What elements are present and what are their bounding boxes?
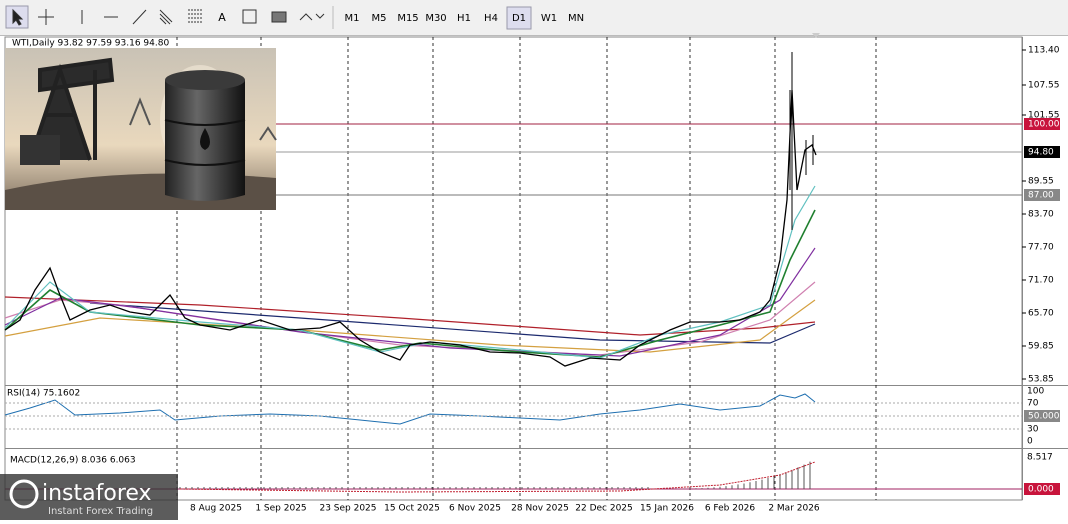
logo: instaforex Instant Forex Trading [0,474,178,520]
rsi-line [4,393,816,425]
timeframe-button[interactable]: M30 [425,13,446,24]
level-label-box [1024,189,1060,201]
timeframe-button[interactable]: M5 [372,13,387,24]
logo-name: instaforex [42,481,152,506]
timeframe-button[interactable]: M15 [397,13,418,24]
shape-button[interactable] [271,11,287,23]
price-label: 71.70 [1028,276,1054,286]
date-label: 8 Aug 2025 [190,504,242,514]
label-button[interactable] [242,9,257,24]
moving-averages [4,185,816,359]
macd-level-box [1024,483,1060,495]
price-label: 59.85 [1028,342,1054,352]
chart-header: WTI,Daily 93.82 97.59 93.16 94.80 [12,39,169,49]
price-label: 89.55 [1028,177,1054,187]
rsi-level: 30 [1027,425,1039,435]
arrow-button[interactable] [299,13,325,21]
logo-tagline: Instant Forex Trading [48,506,153,517]
rsi-level: 50.0000 [1028,412,1065,422]
macd-histogram [179,461,811,489]
timeframe-button[interactable]: MN [568,13,584,24]
price-label: 83.70 [1028,210,1054,220]
macd-level: 8.517 [1027,453,1053,463]
price-label: 113.40 [1028,46,1060,56]
level-label-box [1024,118,1060,130]
rsi-header: RSI(14) 75.1602 [7,389,80,399]
text-tool[interactable]: A [218,11,226,24]
trendline-button[interactable] [132,9,147,25]
date-label: 22 Dec 2025 [575,504,633,514]
price-wicks [789,52,814,230]
current-price: 94.80 [1028,148,1054,158]
price-label: 53.85 [1028,375,1054,385]
date-label: 15 Jan 2026 [640,504,694,514]
price-label: 77.70 [1028,243,1054,253]
channel-button[interactable] [159,9,173,25]
timeframe-button[interactable]: W1 [541,13,557,24]
current-price-box [1024,146,1060,158]
timeframe-button[interactable]: H4 [484,13,498,24]
date-label: 28 Nov 2025 [511,504,569,514]
level-label: 100.00 [1028,120,1060,130]
fibo-button[interactable] [188,9,202,23]
date-label: 6 Nov 2025 [449,504,501,514]
macd-level: 0.000 [1028,485,1054,495]
price-label: 107.55 [1028,81,1060,91]
timeframe-selected [506,6,532,30]
toolbar-icons [5,5,334,29]
crosshair-button[interactable] [38,9,54,25]
date-label: 2 Mar 2026 [768,504,820,514]
toolbar [0,0,1068,36]
level-label: 87.00 [1028,191,1054,201]
rsi-level: 100 [1027,387,1044,397]
price-candles [4,89,817,367]
date-label: 6 Feb 2026 [705,504,756,514]
date-label: 1 Sep 2025 [255,504,306,514]
macd-header: MACD(12,26,9) 8.036 6.063 [10,456,136,466]
price-label: 101.55 [1028,111,1060,121]
timeframe-button[interactable]: M1 [345,13,360,24]
date-label: 15 Oct 2025 [384,504,440,514]
macd-signal [179,461,816,493]
rsi-level: 0 [1027,437,1033,447]
price-label: 65.70 [1028,309,1054,319]
date-label: 23 Sep 2025 [319,504,376,514]
news-image [5,48,277,210]
timeframe-button[interactable]: D1 [512,13,526,24]
rsi-level-box [1024,410,1060,422]
rsi-level: 70 [1027,399,1039,409]
timeframe-button[interactable]: H1 [457,13,471,24]
